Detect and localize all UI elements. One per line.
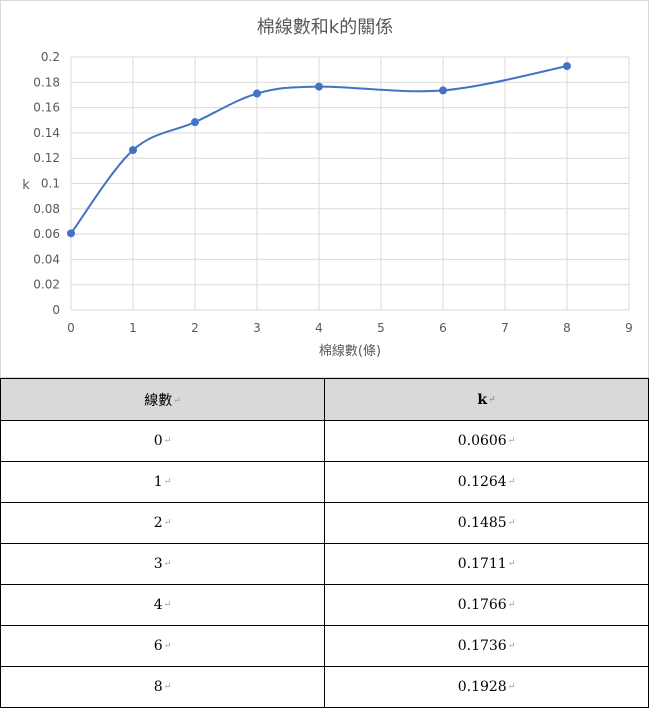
data-point <box>191 118 199 127</box>
x-axis-ticks: 0 1 2 3 4 5 6 7 8 9 <box>67 321 633 335</box>
table-row: 1↵ 0.1264↵ <box>0 461 649 503</box>
data-point <box>563 62 571 71</box>
header-line-count: 線數↵ <box>0 378 325 421</box>
paragraph-mark-icon: ↵ <box>163 436 172 446</box>
line-chart: 棉線數和k的關係 0 0.02 0.04 0.06 0.08 0.1 0.12 0.14 0.1… <box>22 17 633 359</box>
data-point <box>315 82 323 91</box>
data-table: 線數↵ k↵ 0↵ 0.0606↵ 1↵ 0.1264↵ 2↵ 0.1485↵ 3↵ 0.17… <box>0 378 649 708</box>
cell-line-count: 0↵ <box>0 420 325 462</box>
data-point <box>67 229 75 238</box>
paragraph-mark-icon: ↵ <box>507 641 516 651</box>
x-tick-label: 7 <box>501 321 509 335</box>
paragraph-mark-icon: ↵ <box>163 518 172 528</box>
paragraph-mark-icon: ↵ <box>507 600 516 610</box>
y-axis-title: k <box>22 178 30 193</box>
data-point <box>439 86 447 95</box>
y-axis-ticks: 0 0.02 0.04 0.06 0.08 0.1 0.12 0.14 0.16 0.18 0.2 <box>33 50 60 317</box>
x-tick-label: 2 <box>191 321 199 335</box>
cell-k: 0.1711↵ <box>324 543 649 585</box>
table-body: 0↵ 0.0606↵ 1↵ 0.1264↵ 2↵ 0.1485↵ 3↵ 0.1711↵ 4↵ 0.… <box>0 420 649 708</box>
paragraph-mark-icon: ↵ <box>507 518 516 528</box>
cell-k: 0.1485↵ <box>324 502 649 544</box>
y-tick-label: 0.08 <box>33 202 60 216</box>
paragraph-mark-icon: ↵ <box>507 559 516 569</box>
x-tick-label: 0 <box>67 321 75 335</box>
paragraph-mark-icon: ↵ <box>163 477 172 487</box>
cell-k: 0.1766↵ <box>324 584 649 626</box>
table-row: 3↵ 0.1711↵ <box>0 543 649 585</box>
x-tick-label: 1 <box>129 321 137 335</box>
y-tick-label: 0.16 <box>33 101 60 115</box>
table-row: 6↵ 0.1736↵ <box>0 625 649 667</box>
table-row: 2↵ 0.1485↵ <box>0 502 649 544</box>
x-axis-title: 棉線數(條) <box>319 343 381 359</box>
table-row: 4↵ 0.1766↵ <box>0 584 649 626</box>
paragraph-mark-icon: ↵ <box>488 394 496 405</box>
header-k: k↵ <box>324 378 649 421</box>
data-point <box>253 89 261 98</box>
y-tick-label: 0.14 <box>33 126 60 140</box>
y-tick-label: 0.02 <box>33 278 60 292</box>
paragraph-mark-icon: ↵ <box>507 477 516 487</box>
table-header-row: 線數↵ k↵ <box>0 378 649 421</box>
paragraph-mark-icon: ↵ <box>507 436 516 446</box>
data-point <box>129 146 137 155</box>
x-tick-label: 6 <box>439 321 447 335</box>
y-tick-label: 0.06 <box>33 227 60 241</box>
x-tick-label: 9 <box>625 321 633 335</box>
series-group <box>67 62 571 238</box>
paragraph-mark-icon: ↵ <box>507 682 516 692</box>
cell-k: 0.1928↵ <box>324 666 649 708</box>
y-tick-label: 0 <box>52 303 60 317</box>
chart-area: 棉線數和k的關係 0 0.02 0.04 0.06 0.08 0.1 0.12 0.14 0.1… <box>0 0 649 378</box>
cell-k: 0.1736↵ <box>324 625 649 667</box>
y-tick-label: 0.1 <box>41 177 60 191</box>
paragraph-mark-icon: ↵ <box>163 682 172 692</box>
x-tick-label: 8 <box>563 321 571 335</box>
y-tick-label: 0.12 <box>33 151 60 165</box>
cell-line-count: 2↵ <box>0 502 325 544</box>
table-row: 8↵ 0.1928↵ <box>0 666 649 708</box>
cell-k: 0.1264↵ <box>324 461 649 503</box>
cell-line-count: 8↵ <box>0 666 325 708</box>
cell-k: 0.0606↵ <box>324 420 649 462</box>
x-tick-label: 4 <box>315 321 323 335</box>
cell-line-count: 3↵ <box>0 543 325 585</box>
x-tick-label: 5 <box>377 321 385 335</box>
paragraph-mark-icon: ↵ <box>163 559 172 569</box>
y-tick-label: 0.04 <box>33 252 60 266</box>
cell-line-count: 4↵ <box>0 584 325 626</box>
paragraph-mark-icon: ↵ <box>173 395 181 406</box>
x-tick-label: 3 <box>253 321 261 335</box>
grid <box>70 56 630 311</box>
paragraph-mark-icon: ↵ <box>163 600 172 610</box>
cell-line-count: 1↵ <box>0 461 325 503</box>
table-row: 0↵ 0.0606↵ <box>0 420 649 462</box>
y-tick-label: 0.2 <box>41 50 60 64</box>
cell-line-count: 6↵ <box>0 625 325 667</box>
paragraph-mark-icon: ↵ <box>163 641 172 651</box>
chart-title: 棉線數和k的關係 <box>257 17 393 38</box>
y-tick-label: 0.18 <box>33 75 60 89</box>
